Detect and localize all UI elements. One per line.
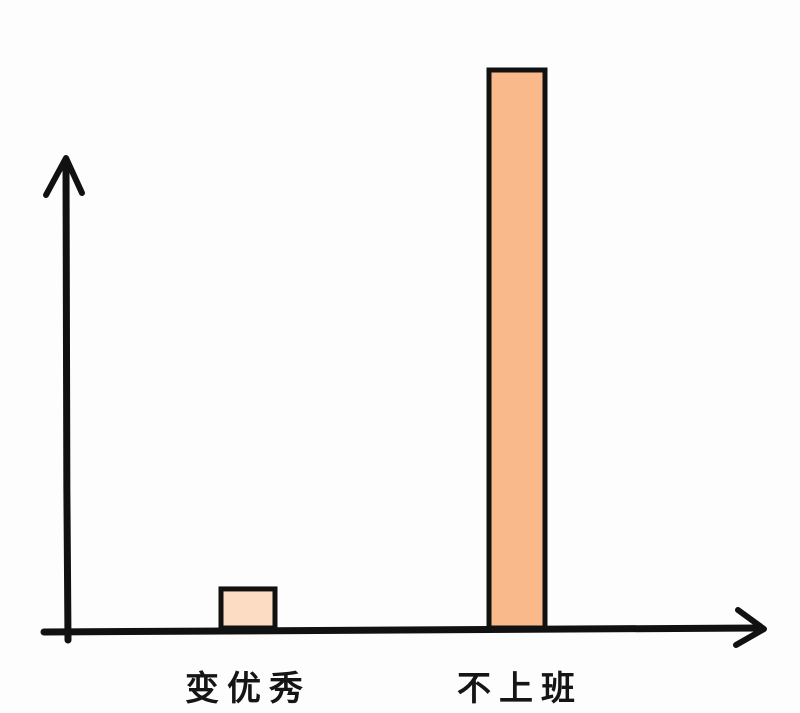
y-axis <box>62 161 72 644</box>
x-tick-label-1: 不上班 <box>457 669 583 709</box>
x-axis-arrow <box>733 607 767 648</box>
x-tick-label-0: 变优秀 <box>185 669 311 709</box>
x-axis <box>40 624 762 636</box>
bar-0 <box>218 586 278 631</box>
y-axis-arrow <box>43 155 85 198</box>
bar-1 <box>486 67 548 631</box>
